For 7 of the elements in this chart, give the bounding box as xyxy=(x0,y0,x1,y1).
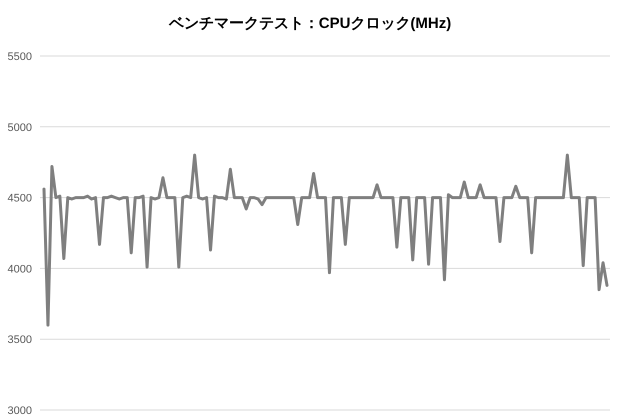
ytick: 4500 xyxy=(8,192,32,205)
ytick: 5000 xyxy=(8,122,32,134)
ytick: 3000 xyxy=(8,405,32,417)
ytick: 5500 xyxy=(8,51,32,63)
ytick: 4000 xyxy=(8,263,32,276)
title: ベンチマークテスト：CPUクロック(MHz) xyxy=(168,15,452,32)
ytick: 3500 xyxy=(8,334,32,346)
